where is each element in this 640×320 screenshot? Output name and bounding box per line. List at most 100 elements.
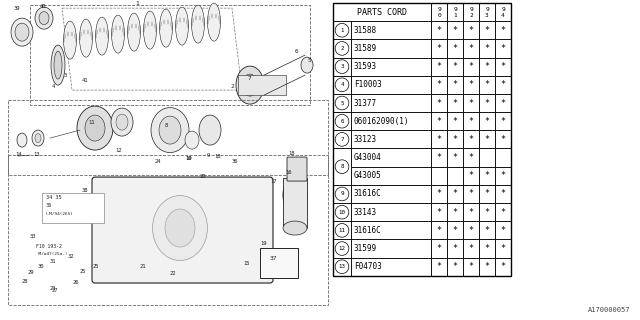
FancyBboxPatch shape bbox=[333, 39, 351, 58]
Text: 33143: 33143 bbox=[354, 208, 377, 217]
Text: *: * bbox=[452, 117, 458, 126]
FancyBboxPatch shape bbox=[479, 21, 495, 39]
FancyBboxPatch shape bbox=[479, 239, 495, 258]
FancyBboxPatch shape bbox=[431, 185, 447, 203]
Text: *: * bbox=[484, 244, 490, 253]
Text: 9: 9 bbox=[207, 153, 211, 158]
FancyBboxPatch shape bbox=[333, 58, 351, 76]
FancyBboxPatch shape bbox=[495, 239, 511, 258]
FancyBboxPatch shape bbox=[351, 76, 431, 94]
FancyBboxPatch shape bbox=[479, 221, 495, 239]
FancyBboxPatch shape bbox=[495, 21, 511, 39]
FancyBboxPatch shape bbox=[447, 130, 463, 148]
FancyBboxPatch shape bbox=[333, 130, 351, 148]
Text: *: * bbox=[436, 262, 442, 271]
Text: A170000057: A170000057 bbox=[588, 307, 630, 313]
Circle shape bbox=[335, 114, 349, 128]
FancyBboxPatch shape bbox=[479, 203, 495, 221]
Text: 37: 37 bbox=[270, 256, 278, 261]
FancyBboxPatch shape bbox=[287, 157, 307, 181]
Ellipse shape bbox=[111, 15, 125, 53]
FancyBboxPatch shape bbox=[495, 58, 511, 76]
Text: 22: 22 bbox=[170, 271, 177, 276]
Text: 12: 12 bbox=[339, 246, 346, 251]
FancyBboxPatch shape bbox=[238, 75, 286, 95]
Text: 27: 27 bbox=[52, 288, 58, 293]
FancyBboxPatch shape bbox=[447, 112, 463, 130]
Text: 9: 9 bbox=[340, 191, 344, 196]
FancyBboxPatch shape bbox=[283, 178, 307, 228]
FancyBboxPatch shape bbox=[463, 112, 479, 130]
Text: *: * bbox=[436, 44, 442, 53]
FancyBboxPatch shape bbox=[479, 148, 495, 167]
FancyBboxPatch shape bbox=[447, 39, 463, 58]
Text: *: * bbox=[500, 171, 506, 180]
Text: *: * bbox=[468, 99, 474, 108]
FancyBboxPatch shape bbox=[333, 258, 351, 276]
FancyBboxPatch shape bbox=[431, 167, 447, 185]
Text: *: * bbox=[468, 44, 474, 53]
Text: *: * bbox=[500, 44, 506, 53]
FancyBboxPatch shape bbox=[92, 177, 273, 283]
Circle shape bbox=[335, 132, 349, 146]
FancyBboxPatch shape bbox=[431, 130, 447, 148]
FancyBboxPatch shape bbox=[333, 148, 351, 185]
FancyBboxPatch shape bbox=[447, 94, 463, 112]
FancyBboxPatch shape bbox=[351, 221, 431, 239]
Text: *: * bbox=[484, 135, 490, 144]
Text: 31616C: 31616C bbox=[354, 226, 381, 235]
Text: *: * bbox=[436, 244, 442, 253]
Text: 11: 11 bbox=[339, 228, 346, 233]
Text: *: * bbox=[452, 189, 458, 198]
FancyBboxPatch shape bbox=[351, 94, 431, 112]
Ellipse shape bbox=[175, 7, 189, 45]
Text: *: * bbox=[484, 44, 490, 53]
Text: *: * bbox=[500, 62, 506, 71]
FancyBboxPatch shape bbox=[351, 148, 431, 167]
Text: 11: 11 bbox=[88, 120, 95, 125]
Text: 8: 8 bbox=[340, 164, 344, 169]
Text: 31377: 31377 bbox=[354, 99, 377, 108]
FancyBboxPatch shape bbox=[333, 203, 351, 221]
FancyBboxPatch shape bbox=[351, 167, 431, 185]
Text: 13: 13 bbox=[339, 264, 346, 269]
Text: 1: 1 bbox=[340, 28, 344, 33]
FancyBboxPatch shape bbox=[447, 258, 463, 276]
Text: 39: 39 bbox=[14, 6, 20, 11]
FancyBboxPatch shape bbox=[463, 21, 479, 39]
Text: *: * bbox=[468, 117, 474, 126]
Text: *: * bbox=[468, 208, 474, 217]
FancyBboxPatch shape bbox=[351, 203, 431, 221]
Text: *: * bbox=[452, 135, 458, 144]
FancyBboxPatch shape bbox=[431, 203, 447, 221]
Text: 20: 20 bbox=[200, 174, 207, 179]
FancyBboxPatch shape bbox=[495, 76, 511, 94]
Ellipse shape bbox=[54, 51, 62, 79]
FancyBboxPatch shape bbox=[479, 58, 495, 76]
Text: *: * bbox=[468, 62, 474, 71]
Text: *: * bbox=[452, 44, 458, 53]
Text: 9
2: 9 2 bbox=[469, 7, 473, 18]
Text: 31589: 31589 bbox=[354, 44, 377, 53]
Text: 4: 4 bbox=[52, 84, 55, 89]
Ellipse shape bbox=[143, 11, 157, 49]
Ellipse shape bbox=[207, 3, 221, 41]
FancyBboxPatch shape bbox=[495, 221, 511, 239]
Ellipse shape bbox=[77, 106, 113, 150]
Text: G43004: G43004 bbox=[354, 153, 381, 162]
Circle shape bbox=[335, 260, 349, 274]
Text: 26: 26 bbox=[73, 280, 79, 285]
Text: 31599: 31599 bbox=[354, 244, 377, 253]
Text: 25: 25 bbox=[93, 264, 99, 269]
Text: *: * bbox=[452, 244, 458, 253]
FancyBboxPatch shape bbox=[495, 130, 511, 148]
FancyBboxPatch shape bbox=[463, 167, 479, 185]
Text: 13: 13 bbox=[33, 152, 40, 157]
Circle shape bbox=[335, 160, 349, 173]
Ellipse shape bbox=[39, 12, 49, 25]
Text: 25: 25 bbox=[80, 269, 86, 274]
Text: F10 193-2: F10 193-2 bbox=[36, 244, 62, 249]
FancyBboxPatch shape bbox=[447, 148, 463, 167]
FancyBboxPatch shape bbox=[479, 3, 495, 21]
Text: G43005: G43005 bbox=[354, 171, 381, 180]
